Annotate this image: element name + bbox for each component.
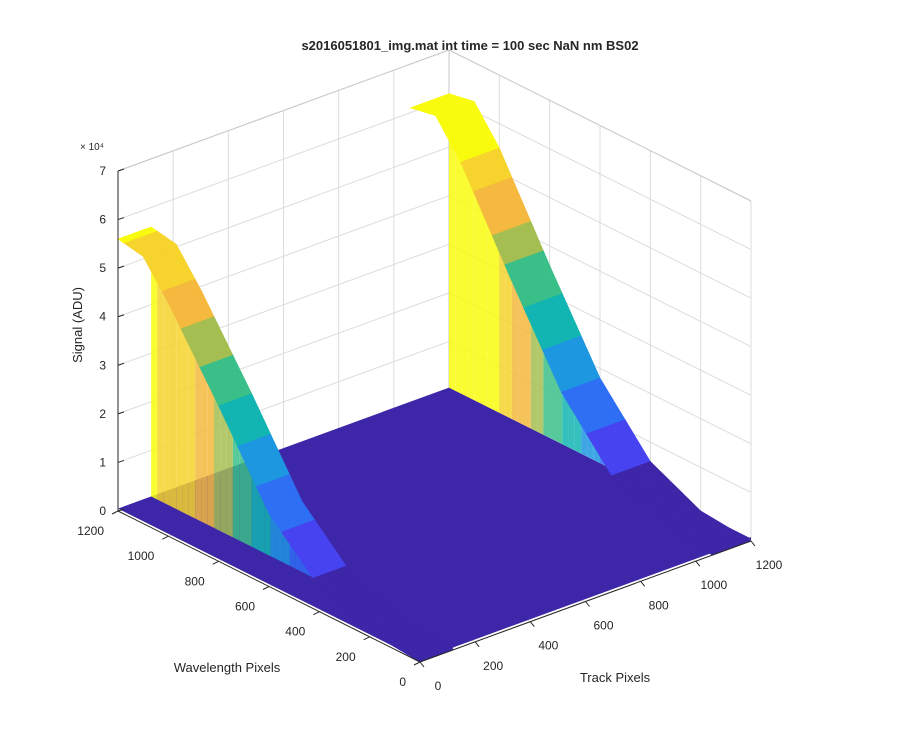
z-tick-label: 6	[99, 213, 106, 227]
x-tick	[695, 560, 701, 567]
z-tick	[117, 362, 125, 366]
y-tick-label: 0	[399, 675, 406, 689]
x-tick	[474, 641, 480, 648]
z-axis-label: Signal (ADU)	[70, 287, 85, 363]
y-tick-label: 1000	[128, 549, 155, 563]
y-tick-label: 1200	[77, 524, 104, 538]
z-tick	[117, 168, 125, 172]
surface-side	[157, 231, 164, 503]
surface-side	[440, 641, 447, 647]
surface-side	[725, 525, 733, 530]
z-exponent-label: × 10⁴	[80, 142, 104, 153]
surface-side	[732, 529, 739, 534]
z-tick	[117, 217, 125, 221]
surface-side	[713, 518, 720, 523]
y-tick-label: 400	[285, 625, 305, 639]
x-tick	[529, 621, 535, 627]
z-tick-label: 5	[99, 261, 106, 275]
surface-side	[434, 638, 441, 643]
x-tick-label: 400	[538, 639, 558, 653]
x-tick	[640, 581, 646, 587]
surface-side	[455, 95, 462, 394]
surface-side	[427, 634, 435, 639]
y-tick	[262, 586, 270, 590]
x-tick	[750, 540, 756, 547]
y-tick-label: 800	[185, 574, 205, 588]
z-tick	[117, 314, 125, 318]
x-tick-label: 800	[649, 598, 669, 612]
z-tick	[117, 265, 125, 269]
z-tick-label: 7	[99, 164, 106, 178]
z-tick-label: 1	[99, 455, 106, 469]
y-tick-label: 600	[235, 600, 255, 614]
x-tick-label: 1200	[756, 558, 783, 572]
y-axis-label: Wavelength Pixels	[174, 660, 281, 675]
y-tick-label: 200	[336, 650, 356, 664]
x-tick-label: 1000	[700, 578, 727, 592]
x-tick-label: 600	[593, 619, 613, 633]
surface-side	[415, 627, 422, 632]
grid-line	[448, 98, 752, 251]
y-tick	[111, 510, 119, 515]
grid-line	[117, 98, 450, 221]
x-axis-label: Track Pixels	[580, 670, 651, 685]
z-tick	[117, 508, 125, 512]
z-tick	[117, 411, 125, 415]
x-tick	[419, 661, 425, 668]
z-tick-label: 4	[99, 310, 106, 324]
z-tick-label: 0	[99, 504, 106, 518]
surface	[117, 93, 752, 663]
box-edge	[117, 49, 450, 172]
surface-edge	[420, 646, 454, 660]
x-tick-label: 200	[483, 659, 503, 673]
x-tick	[585, 601, 590, 607]
surface-edge	[712, 537, 751, 553]
surface-side	[738, 532, 745, 538]
y-tick	[162, 535, 169, 540]
y-tick	[212, 560, 219, 565]
surface-side	[706, 514, 714, 520]
y-tick	[313, 611, 320, 616]
y-tick	[363, 636, 370, 641]
tick-labels: 0200400600800100012000200400600800100012…	[77, 164, 782, 693]
z-tick-label: 2	[99, 407, 106, 421]
surface-side	[446, 644, 454, 650]
y-tick	[413, 661, 421, 666]
chart-title: s2016051801_img.mat int time = 100 sec N…	[301, 38, 638, 53]
surface-side	[151, 226, 158, 500]
x-tick-label: 0	[435, 679, 442, 693]
z-tick-label: 3	[99, 358, 106, 372]
surface-side	[409, 623, 416, 629]
surface-side	[719, 522, 726, 526]
z-tick	[117, 459, 125, 463]
surface-side	[421, 631, 428, 635]
box-edge	[448, 49, 752, 202]
surface-side	[449, 93, 456, 391]
surface-side	[744, 535, 751, 541]
